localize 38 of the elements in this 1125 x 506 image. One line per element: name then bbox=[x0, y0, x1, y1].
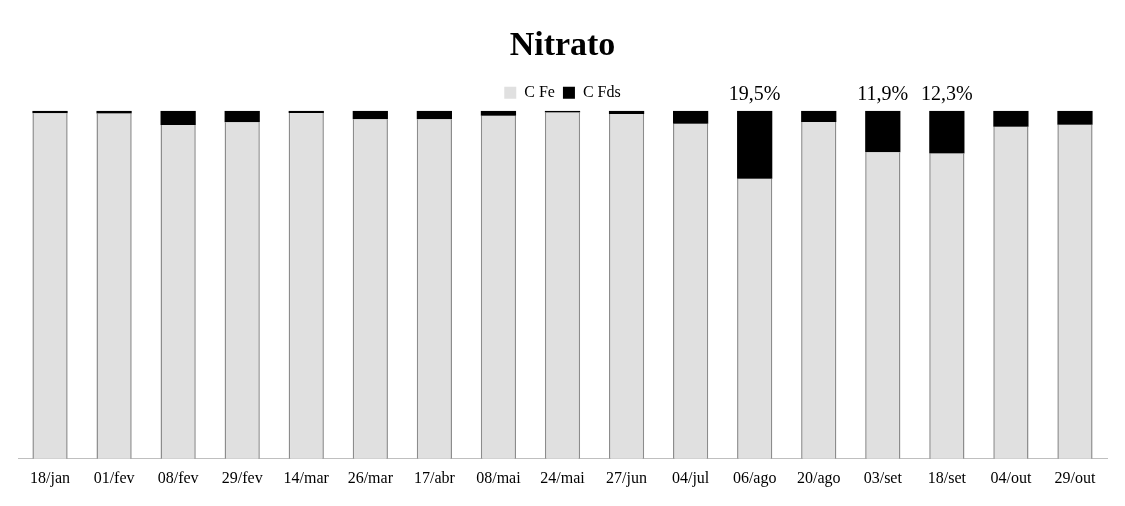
bar bbox=[480, 110, 517, 116]
bar bbox=[737, 110, 773, 179]
bar bbox=[993, 110, 1029, 127]
x-tick-label: 18/set bbox=[927, 468, 967, 486]
chart-title: Nitrato bbox=[509, 25, 616, 63]
x-tick-label: 20/ago bbox=[796, 468, 841, 487]
bar bbox=[1057, 110, 1093, 125]
x-tick-label: 08/mai bbox=[476, 468, 522, 486]
bar bbox=[288, 110, 324, 113]
x-tick-label: 29/out bbox=[1054, 468, 1096, 486]
data-label: 19,5% bbox=[728, 82, 781, 105]
bar bbox=[929, 110, 965, 154]
x-tick-label: 06/ago bbox=[732, 468, 777, 487]
bar bbox=[96, 110, 132, 114]
x-tick-label: 04/jul bbox=[671, 468, 710, 487]
bar bbox=[673, 110, 709, 124]
x-tick-label: 14/mar bbox=[283, 468, 330, 486]
data-label: 12,3% bbox=[921, 82, 973, 105]
bar bbox=[865, 110, 901, 153]
bar bbox=[224, 110, 260, 123]
legend-label: C Fds bbox=[582, 83, 621, 100]
legend-label: C Fe bbox=[524, 83, 555, 100]
x-tick-label: 27/jun bbox=[606, 468, 647, 487]
x-tick-label: 08/fev bbox=[157, 468, 199, 486]
bar bbox=[352, 110, 388, 120]
x-tick-label: 17/abr bbox=[413, 468, 456, 486]
x-tick-label: 01/fev bbox=[93, 468, 135, 486]
x-tick-label: 26/mar bbox=[347, 468, 394, 486]
bar bbox=[160, 110, 196, 126]
bar bbox=[801, 110, 837, 122]
x-tick-label: 24/mai bbox=[540, 468, 586, 486]
x-tick-label: 04/out bbox=[990, 468, 1032, 486]
x-tick-label: 18/jan bbox=[30, 468, 71, 487]
bar bbox=[608, 110, 645, 114]
bar bbox=[416, 110, 452, 120]
data-label: 11,9% bbox=[857, 82, 909, 105]
x-tick-label: 29/fev bbox=[221, 468, 263, 486]
x-tick-label: 03/set bbox=[863, 468, 903, 486]
